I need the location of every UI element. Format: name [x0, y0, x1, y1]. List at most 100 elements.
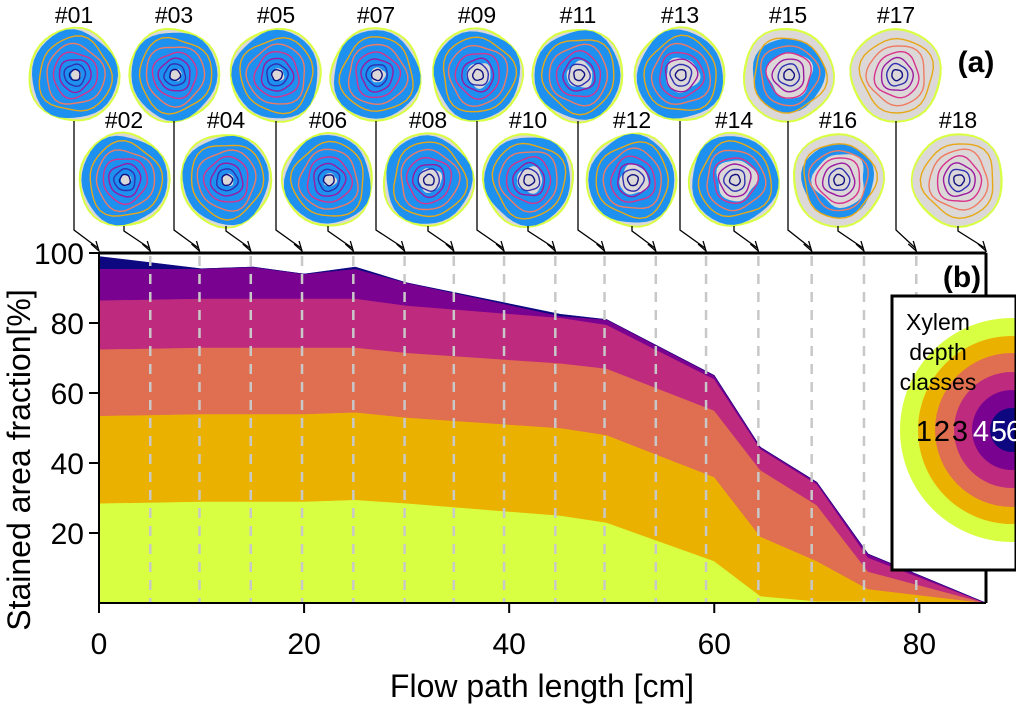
depth-contour [664, 58, 699, 93]
cross-section: #07 [329, 2, 422, 122]
cross-section: #05 [229, 2, 322, 123]
depth-contour [602, 147, 663, 210]
depth-contour [873, 50, 920, 99]
depth-contour [573, 68, 586, 82]
slice-label: #14 [715, 107, 754, 133]
depth-contour [505, 155, 552, 205]
cross-section: #13 [633, 2, 726, 121]
depth-contour [626, 173, 639, 187]
depth-contour [651, 42, 712, 106]
connector-line [577, 121, 604, 249]
y-tick-label: 100 [34, 238, 84, 271]
y-tick-label: 60 [51, 378, 84, 411]
depth-contour [102, 158, 149, 206]
depth-contour [807, 149, 869, 212]
legend-title-line-2: depth [909, 339, 967, 365]
cross-section: #15 [743, 2, 835, 123]
cross-section: #14 [687, 107, 780, 227]
x-ticks: 0 20 40 60 80 [91, 603, 936, 661]
depth-contour [511, 161, 546, 197]
cross-section: #18 [910, 107, 1003, 228]
depth-contour [880, 56, 915, 92]
legend-title-line-3: classes [900, 369, 977, 395]
cross-section: #06 [280, 107, 373, 227]
slice-label: #13 [661, 2, 699, 28]
depth-contour [422, 173, 435, 186]
connector-line [476, 121, 504, 249]
unstained-core [466, 63, 491, 89]
depth-contour [89, 139, 164, 217]
depth-contour [548, 43, 609, 107]
depth-contour [63, 63, 87, 88]
depth-contour [348, 43, 409, 106]
unstained-core [71, 69, 82, 81]
depth-contour [540, 39, 615, 116]
slice-label: #18 [939, 107, 977, 133]
connector-line [123, 226, 150, 249]
depth-contour [517, 167, 541, 192]
connector-line [327, 226, 353, 249]
arrow-head [855, 240, 866, 253]
x-axis-label: Flow path length [cm] [390, 668, 694, 704]
slice-label: #12 [613, 107, 651, 133]
depth-contour [777, 63, 801, 87]
depth-contour [118, 173, 131, 186]
y-ticks: 20 40 60 80 100 [34, 238, 99, 551]
depth-contour [523, 173, 536, 187]
arrow-head [803, 240, 813, 253]
connector-line [527, 226, 555, 249]
legend-ring-class-6 [990, 408, 1016, 452]
depth-contour [400, 148, 461, 211]
slice-label: #15 [769, 2, 807, 28]
y-tick-label: 80 [51, 308, 84, 341]
depth-contour [157, 57, 191, 92]
cross-section: #09 [432, 2, 525, 122]
slice-label: #09 [458, 2, 496, 28]
depth-contour [814, 157, 861, 205]
depth-contour [95, 149, 156, 213]
slice-label: #16 [819, 107, 857, 133]
cross-section: #04 [180, 107, 273, 229]
depth-contour [753, 37, 828, 114]
depth-contour [717, 163, 752, 198]
slice-label: #02 [105, 107, 143, 133]
depth-contour [447, 44, 509, 108]
depth-contour [216, 168, 239, 192]
depth-contour [891, 69, 904, 82]
depth-contour [616, 163, 651, 198]
legend-label-class-3: 3 [952, 416, 968, 448]
x-tick-label: 60 [698, 628, 731, 661]
arrow-head [242, 240, 253, 253]
depth-contour [466, 62, 490, 86]
area-series [98, 256, 987, 604]
panel-a-label: (a) [958, 46, 995, 79]
slice-label: #07 [357, 2, 395, 28]
stacked-area-chart: 0 20 40 60 80 20 40 60 80 100 Flow path length [… [1, 238, 1016, 704]
y-tick-label: 40 [51, 448, 84, 481]
depth-contour [266, 63, 289, 87]
depth-contour [885, 62, 909, 87]
cross-section: #16 [793, 107, 886, 228]
depth-contour [491, 142, 567, 220]
depth-contour [297, 148, 359, 210]
slice-label: #17 [877, 2, 915, 28]
depth-contour [821, 162, 856, 198]
depth-contour [461, 57, 495, 93]
depth-contour [669, 63, 693, 87]
depth-contour [942, 162, 976, 198]
depth-contour [928, 148, 989, 211]
depth-contour [360, 58, 394, 93]
depth-contour [190, 144, 265, 221]
slice-label: #10 [509, 107, 547, 133]
arrow-head [141, 240, 152, 253]
legend: Xylem depth classes 1 2 3 4 56 [890, 294, 1016, 572]
depth-contour [728, 173, 742, 187]
depth-contour [760, 45, 821, 107]
legend-class-labels: 1 2 3 4 56 [916, 416, 1016, 448]
arrow-head [445, 240, 456, 253]
depth-contour [562, 57, 596, 92]
depth-contour [138, 36, 213, 115]
depth-contour [289, 140, 364, 217]
arrow-head [647, 240, 658, 253]
